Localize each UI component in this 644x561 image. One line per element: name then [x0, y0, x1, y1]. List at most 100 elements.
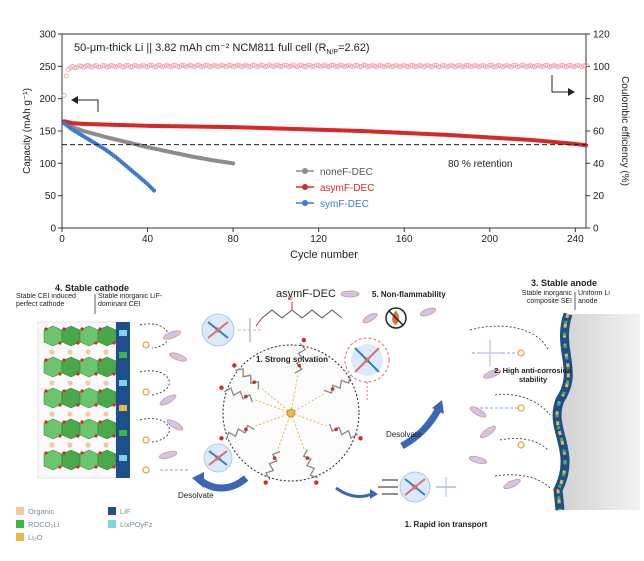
- legend-label: ROCO₂Li: [28, 520, 60, 529]
- cathode-right-caption: Stable inorganic LiF-dominant CEI: [98, 293, 163, 308]
- oxygen-atom: [252, 380, 257, 384]
- li-site: [67, 411, 73, 417]
- y-left-tick-label: 200: [39, 94, 56, 105]
- ce-point: [297, 63, 302, 69]
- ce-point: [286, 64, 292, 70]
- solvent-label: asymF-DEC: [276, 288, 336, 300]
- ce-point: [147, 63, 153, 68]
- coordination-bond: [253, 412, 292, 428]
- li-site: [85, 442, 91, 448]
- oxygen-atom: [305, 456, 310, 460]
- ce-point: [547, 64, 552, 70]
- oxygen-atom: [112, 341, 116, 345]
- ce-point: [282, 62, 287, 68]
- ce-point: [123, 63, 129, 68]
- ce-point: [76, 63, 82, 69]
- ce-point: [324, 63, 330, 69]
- solvent-icon: [340, 290, 360, 298]
- ce-point: [352, 63, 358, 68]
- ce-point: [393, 62, 398, 68]
- ce-point: [543, 62, 548, 68]
- data-point: [583, 143, 589, 148]
- y-left-tick-label: 50: [45, 191, 57, 202]
- center-li-ion: [286, 408, 296, 418]
- legend-swatch: [16, 533, 24, 541]
- ce-point: [175, 64, 180, 69]
- ce-point: [440, 62, 446, 68]
- oxygen-atom: [98, 389, 102, 393]
- solvent-molecule: [420, 307, 436, 317]
- svg-text:O: O: [288, 296, 293, 302]
- oxygen-atom: [94, 341, 98, 345]
- ce-point: [472, 62, 478, 68]
- ce-point: [468, 64, 473, 70]
- y-axis-left-label: Capacity (mAh g⁻¹): [22, 88, 33, 174]
- chart-title: 50-μm-thick Li || 3.82 mAh cm⁻² NCM811 f…: [74, 42, 370, 56]
- oxygen-atom: [58, 434, 62, 438]
- ce-point: [318, 64, 324, 70]
- ce-point: [194, 63, 200, 68]
- oxygen-atom: [244, 394, 248, 399]
- transport-arrow-curve: [335, 486, 378, 499]
- desolvate-arrow-upper: [400, 400, 444, 450]
- ce-point: [198, 64, 204, 69]
- coordination-bond: [290, 392, 326, 414]
- oxygen-atom: [80, 420, 84, 424]
- ce-point: [250, 63, 255, 68]
- ce-point: [230, 64, 236, 69]
- lithium-anode: [552, 312, 640, 511]
- legend-swatch: [16, 507, 24, 515]
- oxygen-atom: [76, 465, 80, 469]
- ce-point: [183, 64, 189, 70]
- ce-point: [557, 63, 563, 69]
- cycling-chart: 0 40 80 120 160 200 240 0 50 100 150 200 250 300 0 20 40…: [22, 30, 630, 262]
- coordination-bond: [290, 373, 299, 414]
- ce-point: [478, 63, 484, 69]
- legend-label: LiF: [120, 507, 131, 516]
- terminal-atom: [358, 436, 363, 441]
- ce-point: [305, 62, 311, 68]
- x-tick-label: 200: [481, 234, 498, 245]
- oxygen-atom: [76, 403, 80, 407]
- ce-point: [515, 64, 520, 70]
- anode-right-caption-box: Uniform Li anode: [578, 290, 610, 305]
- legend-swatch: [16, 520, 24, 528]
- oxygen-atom: [44, 451, 48, 455]
- solvation-arms: [219, 337, 363, 485]
- x-tick-label: 0: [59, 234, 65, 245]
- ce-point: [104, 64, 110, 70]
- anode-left-caption: Stable inorganic composite SEI: [521, 290, 572, 305]
- oxygen-atom: [94, 403, 98, 407]
- terminal-atom: [219, 385, 224, 390]
- ce-point: [581, 63, 587, 69]
- oxygen-atom: [44, 420, 48, 424]
- data-point: [151, 188, 157, 193]
- cei-layer: [116, 322, 130, 478]
- solvent-molecules-left: [158, 330, 187, 460]
- ce-point: [427, 63, 433, 69]
- solvation-magnified: [344, 337, 390, 400]
- cathode-li-ions: [139, 323, 190, 474]
- ce-point: [160, 64, 165, 70]
- left-axis-arrow: [71, 96, 99, 112]
- solvent-molecule: [362, 312, 378, 324]
- ce-point: [329, 62, 334, 68]
- ce-point: [61, 93, 67, 98]
- ce-point: [202, 62, 208, 68]
- ce-point: [273, 63, 279, 68]
- li-site: [67, 349, 73, 355]
- ce-point: [170, 63, 176, 68]
- ce-point: [187, 62, 193, 68]
- solvation-shell-cathode: [201, 313, 262, 347]
- oxygen-atom: [98, 358, 102, 362]
- ce-point: [290, 62, 296, 68]
- ce-point: [500, 64, 505, 70]
- desolvate-label-lower: Desolvate: [178, 491, 214, 500]
- solvent-chain: [264, 450, 281, 481]
- ce-point: [151, 64, 157, 70]
- desolvate-label-upper: Desolvate: [386, 430, 422, 439]
- ce-point: [132, 62, 138, 68]
- oxygen-atom: [76, 372, 80, 376]
